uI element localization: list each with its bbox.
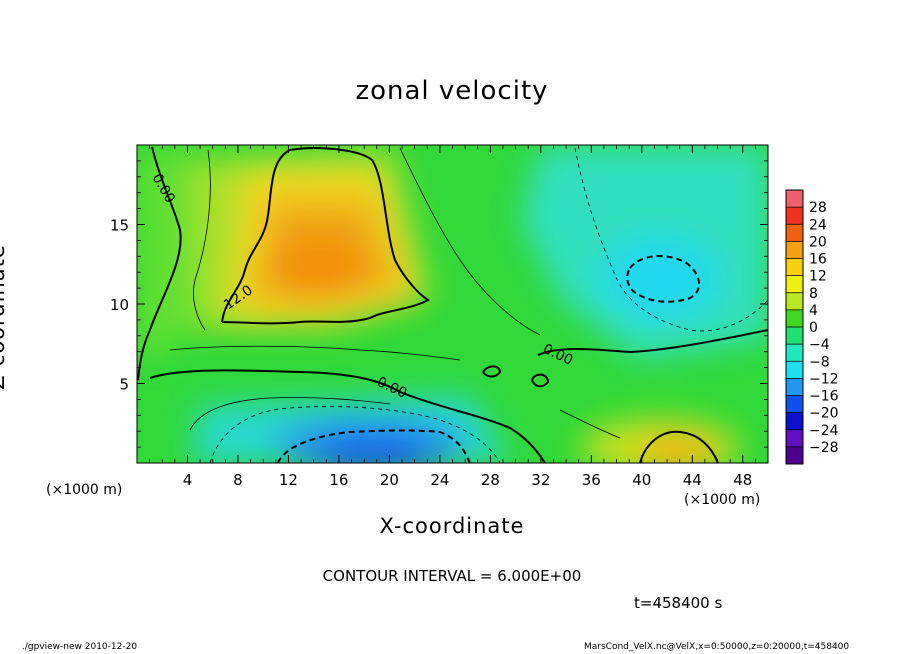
colorbar-label: 8 [809,286,818,302]
colorbar-label: −4 [809,337,830,353]
colorbar-label: 4 [809,303,818,319]
x-tick-label: 20 [380,471,399,489]
colorbar-swatch [786,412,803,431]
y-tick-label: 5 [119,376,129,394]
field-region-negative-upper-core [602,238,718,318]
colorbar-swatch [786,224,803,242]
colorbar-swatch [786,378,803,396]
colorbar-label: 16 [809,252,827,268]
x-tick-label: 4 [183,471,193,489]
y-axis-ticks: 5 10 15 [110,160,768,448]
field-region-negative-lower-min [315,439,435,463]
field-region-positive-lower-right-core [638,436,718,463]
y-axis-label: Z-coordinate [0,244,9,390]
colorbar-label: −28 [809,440,839,456]
contour-zero-left [137,146,182,381]
colorbar-swatch [786,190,803,208]
colorbar-label: 28 [809,200,827,216]
contour-thin-3 [169,345,461,361]
x-tick-label: 44 [683,471,702,489]
x-tick-label: 32 [531,471,550,489]
x-tick-label: 48 [733,471,752,489]
x-tick-label: 8 [233,471,243,489]
contour-lower-right [639,430,719,463]
x-axis-unit-left: (×1000 m) [46,482,123,498]
contour-small-cell-1 [482,365,502,378]
chart-title: zonal velocity [355,76,549,106]
colorbar-swatch [786,292,803,311]
colorbar-swatch [786,429,803,448]
colorbar-swatch [786,207,803,225]
colorbar-label: 24 [809,217,827,233]
colorbar-swatch [786,361,803,379]
contour-thin-1 [193,149,211,331]
colorbar-label: −24 [809,423,839,439]
x-axis-unit-right: (×1000 m) [684,492,761,508]
y-tick-label: 15 [110,217,129,235]
colorbar-swatch [786,446,803,465]
colorbar-label: −20 [809,406,839,422]
y-tick-label: 10 [110,296,129,314]
contour-thin-5 [559,409,621,439]
time-label: t=458400 s [634,594,723,612]
footer-right: MarsCond_VelX.nc@VelX,x=0:50000,z=0:2000… [584,642,850,652]
colorbar-label: −8 [809,354,830,370]
x-axis-ticks: 4 8 12 16 20 24 28 32 36 40 44 48 [149,145,756,489]
contour-thin-dashed-1 [574,147,768,332]
contour-small-cell-2 [531,373,550,388]
x-axis-label: X-coordinate [379,514,525,538]
colorbar-swatch [786,344,803,362]
contour-negative-lower [277,429,471,463]
contour-thin-2 [399,147,541,336]
contour-zero-right [537,329,768,356]
x-tick-label: 36 [582,471,601,489]
colorbar-swatch [786,258,803,277]
colorbar-swatch [786,395,803,414]
contour-thin-4 [189,397,391,431]
field-region-left-flank [137,150,200,360]
contour-zero-middle [149,369,546,463]
colorbar-swatch [786,275,803,294]
colorbar-swatch [786,241,803,259]
x-tick-label: 16 [329,471,348,489]
colorbar-swatch [786,327,803,345]
contour-twelve [221,147,430,325]
x-tick-label: 40 [632,471,651,489]
colorbar-label: −16 [809,389,839,405]
colorbar-label: 20 [809,234,827,250]
plot-area: 0.00 12.0 0.00 0.00 [137,145,768,463]
colorbar-label: 12 [809,269,827,285]
x-tick-label: 28 [481,471,500,489]
contour-thin-dashed-2 [209,406,501,463]
colorbar-swatch [786,309,803,328]
colorbar-label: −12 [809,371,839,387]
footer-left: ./gpview-new 2010-12-20 [22,642,138,652]
field-region-positive-peak [275,235,365,295]
x-tick-label: 24 [430,471,449,489]
x-tick-label: 12 [279,471,298,489]
colorbar-label: 0 [809,320,818,336]
contour-negative-upper-right [626,255,700,303]
contour-interval-label: CONTOUR INTERVAL = 6.000E+00 [322,567,582,585]
